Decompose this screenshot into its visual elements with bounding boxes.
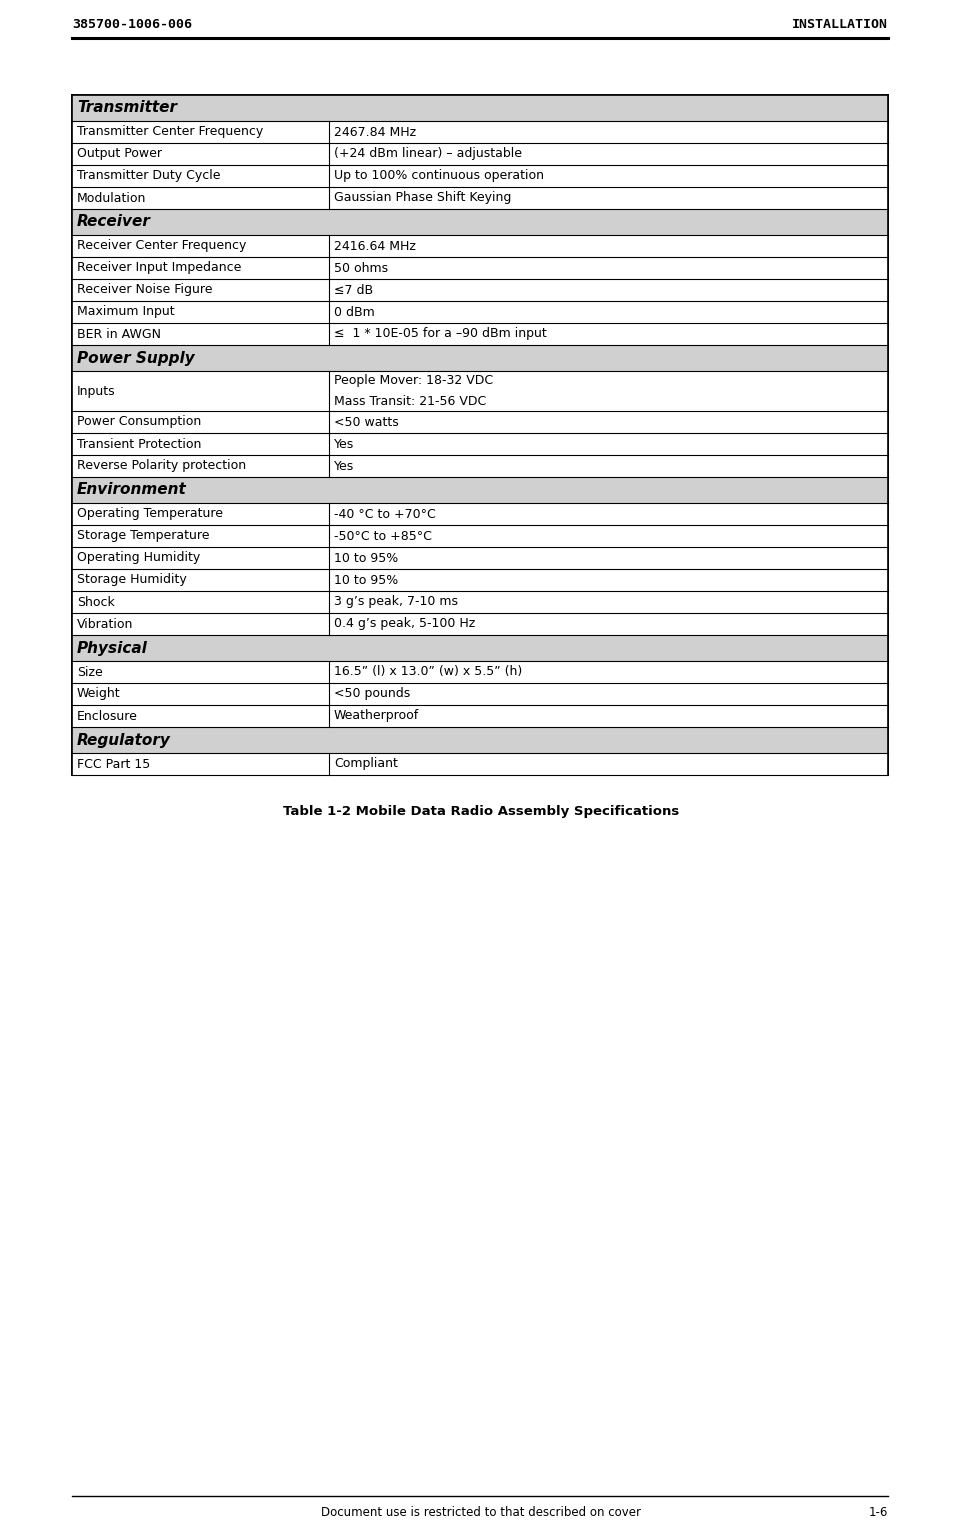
Text: Weatherproof: Weatherproof (333, 710, 419, 723)
Bar (72, 258, 887, 279)
Text: Physical: Physical (77, 641, 148, 655)
Text: Transmitter Center Frequency: Transmitter Center Frequency (77, 126, 263, 138)
Text: Yes: Yes (333, 437, 354, 451)
Text: BER in AWGN: BER in AWGN (77, 327, 160, 341)
Text: FCC Part 15: FCC Part 15 (77, 758, 150, 770)
Bar (72, 727, 887, 753)
Text: Receiver Noise Figure: Receiver Noise Figure (77, 284, 212, 296)
Bar (72, 456, 887, 477)
Bar (72, 187, 887, 209)
Bar (72, 121, 887, 143)
Text: Enclosure: Enclosure (77, 710, 137, 723)
Text: ≤7 dB: ≤7 dB (333, 284, 373, 296)
Text: -40 °C to +70°C: -40 °C to +70°C (333, 508, 435, 520)
Text: Vibration: Vibration (77, 618, 134, 630)
Text: 0.4 g’s peak, 5-100 Hz: 0.4 g’s peak, 5-100 Hz (333, 618, 475, 630)
Text: 3 g’s peak, 7-10 ms: 3 g’s peak, 7-10 ms (333, 595, 457, 609)
Text: Weight: Weight (77, 687, 120, 701)
Bar (72, 301, 887, 324)
Text: Inputs: Inputs (77, 385, 115, 397)
Text: 1-6: 1-6 (868, 1506, 887, 1519)
Text: Power Consumption: Power Consumption (77, 416, 201, 428)
Text: Operating Temperature: Operating Temperature (77, 508, 223, 520)
Text: (+24 dBm linear) – adjustable: (+24 dBm linear) – adjustable (333, 147, 522, 161)
Text: 16.5” (l) x 13.0” (w) x 5.5” (h): 16.5” (l) x 13.0” (w) x 5.5” (h) (333, 666, 522, 678)
Text: Up to 100% continuous operation: Up to 100% continuous operation (333, 169, 544, 183)
Bar (72, 548, 887, 569)
Text: -50°C to +85°C: -50°C to +85°C (333, 529, 431, 543)
Bar (72, 706, 887, 727)
Text: Storage Temperature: Storage Temperature (77, 529, 209, 543)
Text: Shock: Shock (77, 595, 114, 609)
Bar (72, 371, 887, 411)
Bar (72, 95, 887, 775)
Text: Receiver: Receiver (77, 215, 151, 230)
Bar (72, 525, 887, 548)
Bar (72, 143, 887, 166)
Text: 2467.84 MHz: 2467.84 MHz (333, 126, 416, 138)
Text: 2416.64 MHz: 2416.64 MHz (333, 239, 415, 253)
Bar (72, 235, 887, 258)
Text: 10 to 95%: 10 to 95% (333, 574, 398, 586)
Text: INSTALLATION: INSTALLATION (791, 18, 887, 31)
Bar (72, 95, 887, 121)
Text: Table 1-2 Mobile Data Radio Assembly Specifications: Table 1-2 Mobile Data Radio Assembly Spe… (283, 805, 678, 818)
Text: Transmitter: Transmitter (77, 101, 177, 115)
Text: Regulatory: Regulatory (77, 733, 171, 747)
Bar (72, 661, 887, 683)
Bar (72, 433, 887, 456)
Text: Compliant: Compliant (333, 758, 398, 770)
Text: Receiver Center Frequency: Receiver Center Frequency (77, 239, 246, 253)
Bar (72, 345, 887, 371)
Bar (72, 753, 887, 775)
Text: Reverse Polarity protection: Reverse Polarity protection (77, 460, 246, 472)
Bar (72, 503, 887, 525)
Text: Environment: Environment (77, 483, 186, 497)
Text: Modulation: Modulation (77, 192, 146, 204)
Text: <50 watts: <50 watts (333, 416, 399, 428)
Text: Size: Size (77, 666, 103, 678)
Bar (72, 411, 887, 433)
Bar (72, 569, 887, 591)
Text: ≤  1 * 10E-05 for a –90 dBm input: ≤ 1 * 10E-05 for a –90 dBm input (333, 327, 546, 341)
Bar (72, 209, 887, 235)
Text: 50 ohms: 50 ohms (333, 261, 387, 275)
Text: 10 to 95%: 10 to 95% (333, 552, 398, 565)
Bar (72, 279, 887, 301)
Text: People Mover: 18-32 VDC: People Mover: 18-32 VDC (333, 374, 493, 387)
Bar (72, 591, 887, 614)
Text: Transient Protection: Transient Protection (77, 437, 201, 451)
Text: Gaussian Phase Shift Keying: Gaussian Phase Shift Keying (333, 192, 511, 204)
Text: Document use is restricted to that described on cover: Document use is restricted to that descr… (321, 1506, 640, 1519)
Text: Receiver Input Impedance: Receiver Input Impedance (77, 261, 241, 275)
Text: Yes: Yes (333, 460, 354, 472)
Text: 385700-1006-006: 385700-1006-006 (72, 18, 192, 31)
Text: 0 dBm: 0 dBm (333, 305, 375, 319)
Bar (72, 683, 887, 706)
Bar (72, 324, 887, 345)
Bar (72, 635, 887, 661)
Bar (72, 166, 887, 187)
Text: Mass Transit: 21-56 VDC: Mass Transit: 21-56 VDC (333, 396, 485, 408)
Text: <50 pounds: <50 pounds (333, 687, 409, 701)
Bar (72, 477, 887, 503)
Text: Power Supply: Power Supply (77, 350, 194, 365)
Text: Operating Humidity: Operating Humidity (77, 552, 200, 565)
Text: Output Power: Output Power (77, 147, 161, 161)
Text: Storage Humidity: Storage Humidity (77, 574, 186, 586)
Text: Maximum Input: Maximum Input (77, 305, 175, 319)
Text: Transmitter Duty Cycle: Transmitter Duty Cycle (77, 169, 220, 183)
Bar (72, 614, 887, 635)
